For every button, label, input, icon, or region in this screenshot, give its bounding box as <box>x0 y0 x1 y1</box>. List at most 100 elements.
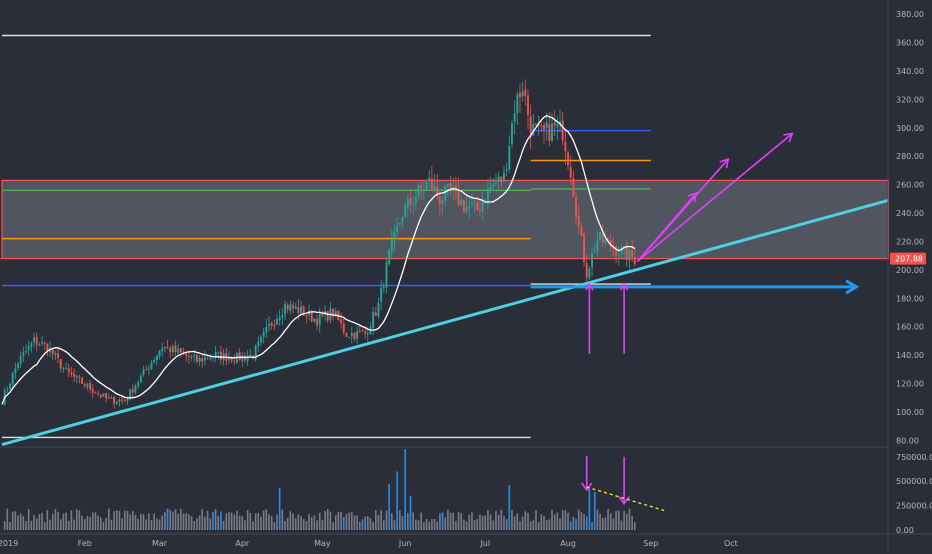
volume-bar <box>577 509 580 530</box>
volume-bar <box>457 512 460 530</box>
volume-bar <box>396 471 398 530</box>
volume-bar <box>417 520 420 530</box>
volume-bar <box>164 512 166 530</box>
candle <box>372 311 375 328</box>
volume-bar <box>369 518 372 530</box>
candle <box>601 233 604 243</box>
candle <box>412 203 415 205</box>
volume-bar <box>404 449 406 530</box>
volume-bar <box>228 512 230 530</box>
volume-tick-label: 500000.00 <box>896 477 932 486</box>
time-tick-label: Apr <box>235 539 250 548</box>
volume-bar <box>516 513 519 530</box>
candle <box>97 393 100 395</box>
volume-bar <box>313 515 316 530</box>
volume-bar <box>252 521 254 530</box>
candle <box>70 372 73 375</box>
time-tick-label: Jun <box>398 539 412 548</box>
time-tick-label: Aug <box>560 539 576 548</box>
candle <box>161 348 164 351</box>
volume-bar <box>262 510 265 530</box>
time-tick-label: Jul <box>479 539 490 548</box>
candle <box>27 346 30 351</box>
volume-bar <box>217 515 220 530</box>
volume-bar <box>407 513 409 530</box>
candle <box>273 325 276 327</box>
candle <box>203 357 206 361</box>
price-tick-label: 80.00 <box>896 436 919 445</box>
candle <box>457 189 460 206</box>
volume-bar <box>278 488 281 530</box>
price-tick-label: 100.00 <box>896 408 924 417</box>
time-tick-label: Sep <box>643 539 658 548</box>
volume-bar <box>46 509 49 530</box>
candle <box>54 353 57 355</box>
candle <box>470 203 473 206</box>
candle <box>548 124 551 141</box>
candle <box>345 333 348 337</box>
candle <box>401 217 404 223</box>
volume-bar <box>238 515 241 530</box>
candle <box>516 94 519 114</box>
volume-bar <box>129 514 131 530</box>
candle <box>163 347 166 349</box>
volume-bar <box>246 510 249 530</box>
volume-bar <box>334 515 337 530</box>
volume-bar <box>30 520 33 530</box>
volume-bar <box>449 512 452 530</box>
volume-bar <box>110 519 113 530</box>
candle <box>388 250 391 264</box>
volume-bar <box>471 512 473 530</box>
volume-bar <box>204 516 206 530</box>
volume-bar <box>556 512 559 530</box>
volume-bar <box>588 489 591 530</box>
price-tick-label: 180.00 <box>896 294 924 303</box>
volume-bar <box>257 512 260 530</box>
price-tick-label: 220.00 <box>896 237 924 246</box>
candle <box>211 356 214 358</box>
volume-bar <box>140 513 142 530</box>
candle <box>166 347 169 349</box>
volume-bar <box>113 511 115 530</box>
candle <box>615 246 618 256</box>
target-arrow-2 <box>636 158 729 262</box>
volume-bar <box>59 519 62 530</box>
candle <box>569 167 572 178</box>
candle <box>145 369 148 371</box>
candle <box>193 355 196 357</box>
candle <box>342 323 345 333</box>
candle <box>604 239 607 243</box>
candle <box>519 93 521 98</box>
candle <box>436 186 439 196</box>
candle <box>142 369 145 375</box>
candle <box>305 315 308 317</box>
candle <box>30 343 33 347</box>
time-tick-label: 2019 <box>0 539 18 548</box>
candle <box>524 89 527 96</box>
volume-bar <box>27 509 30 530</box>
candle <box>489 187 492 191</box>
candle <box>326 310 329 321</box>
volume-bar <box>420 512 422 530</box>
candle <box>572 178 575 197</box>
volume-bar <box>545 520 548 530</box>
candle <box>593 251 596 253</box>
volume-bar <box>425 519 428 530</box>
volume-bar <box>300 516 302 530</box>
volume-bar <box>166 508 169 530</box>
volume-bar <box>508 485 511 530</box>
candle <box>134 386 137 393</box>
volume-bar <box>465 521 468 530</box>
last-price-badge <box>890 252 926 265</box>
candle <box>508 146 511 170</box>
volume-bar <box>412 512 414 530</box>
volume-bar <box>609 513 612 530</box>
volume-bar <box>612 518 615 530</box>
volume-bar <box>33 514 35 530</box>
candle <box>596 239 599 252</box>
volume-bar <box>121 518 123 530</box>
candle <box>398 222 401 225</box>
candle <box>473 201 476 203</box>
